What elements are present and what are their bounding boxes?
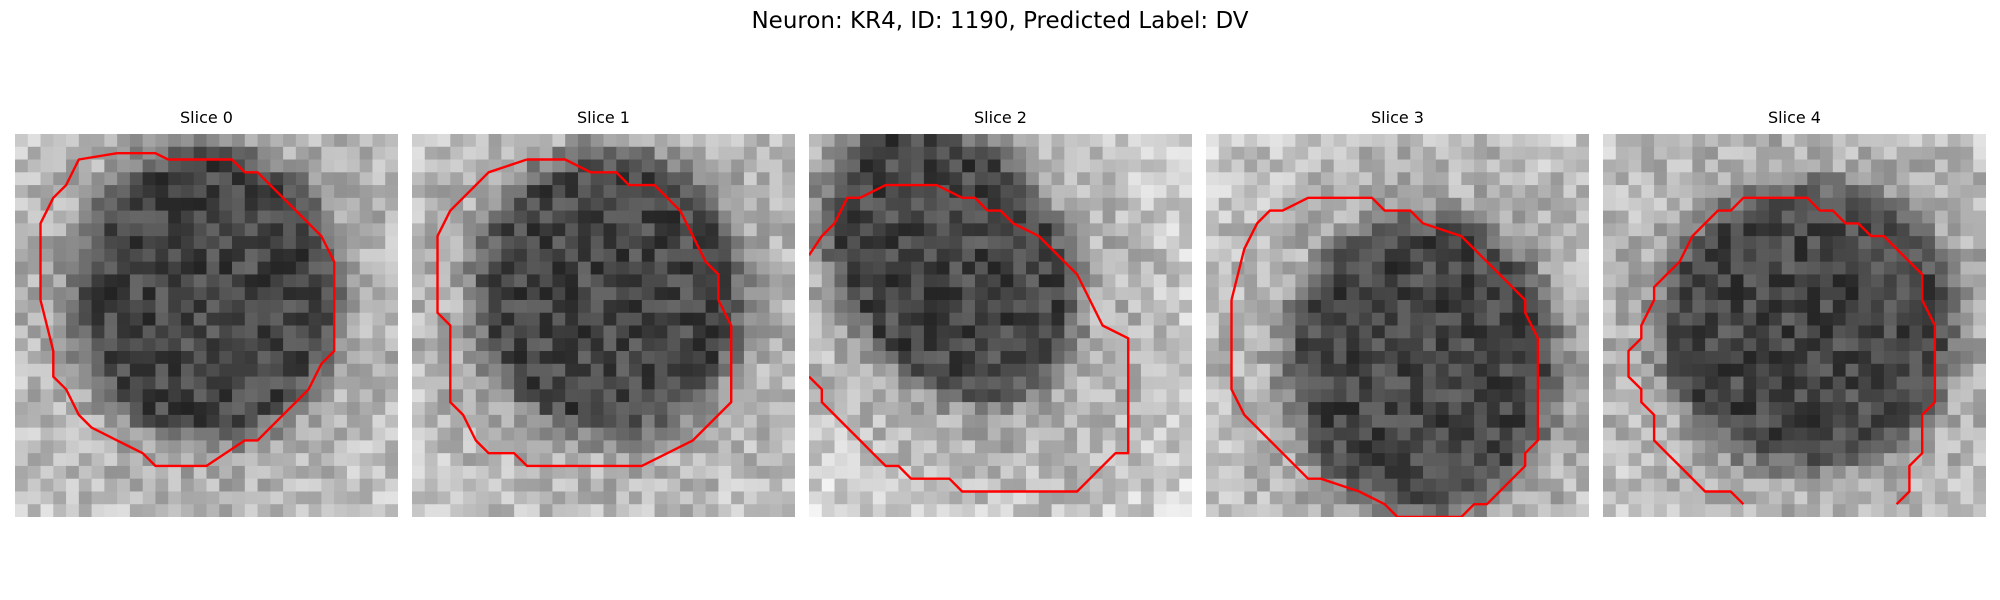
slice-panel-3: Slice 3: [1206, 108, 1589, 517]
slice-title-4: Slice 4: [1768, 108, 1821, 127]
slice-image-3: [1206, 134, 1589, 517]
slice-panel-2: Slice 2: [809, 108, 1192, 517]
contour-outline-0: [39, 152, 336, 468]
figure-title: Neuron: KR4, ID: 1190, Predicted Label: …: [751, 8, 1249, 34]
slice-image-2: [809, 134, 1192, 517]
slice-title-3: Slice 3: [1371, 108, 1424, 127]
slice-panel-1: Slice 1: [412, 108, 795, 517]
slice-image-svg-4: [1603, 134, 1986, 517]
slice-title-1: Slice 1: [577, 108, 630, 127]
slice-title-2: Slice 2: [974, 108, 1027, 127]
slice-panel-0: Slice 0: [15, 108, 398, 517]
contour-outline-4: [1627, 196, 1937, 506]
contour-outline-2: [809, 183, 1130, 493]
contour-outline-3: [1230, 196, 1540, 517]
slice-image-1: [412, 134, 795, 517]
slice-panel-4: Slice 4: [1603, 108, 1986, 517]
slice-image-0: [15, 134, 398, 517]
slice-image-svg-1: [412, 134, 795, 517]
slice-image-svg-2: [809, 134, 1192, 517]
slice-image-svg-3: [1206, 134, 1589, 517]
slice-image-svg-0: [15, 134, 398, 517]
slice-image-4: [1603, 134, 1986, 517]
contour-outline-1: [436, 158, 733, 468]
slice-title-0: Slice 0: [180, 108, 233, 127]
